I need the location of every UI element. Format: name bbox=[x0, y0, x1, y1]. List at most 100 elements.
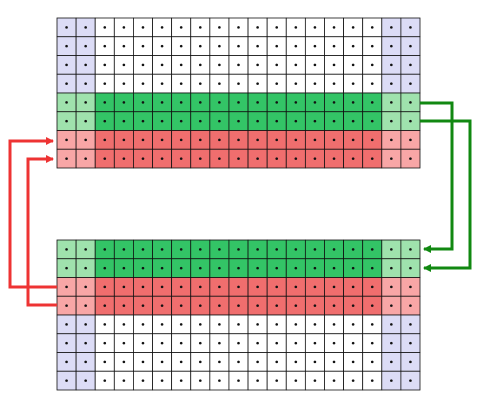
cell-dot bbox=[332, 379, 336, 382]
cell-dot bbox=[294, 82, 298, 85]
cell-dot bbox=[179, 63, 183, 67]
cell-dot bbox=[198, 379, 202, 382]
cell-dot bbox=[332, 266, 336, 270]
cell-dot bbox=[198, 138, 202, 142]
cell-dot bbox=[84, 248, 87, 251]
cell-dot bbox=[409, 285, 412, 289]
cell-dot bbox=[409, 26, 412, 29]
cell-dot bbox=[294, 304, 298, 307]
cell-dot bbox=[390, 248, 393, 251]
cell-dot bbox=[198, 304, 202, 307]
cell-dot bbox=[332, 63, 336, 67]
cell-dot bbox=[198, 119, 202, 123]
cell-dot bbox=[122, 304, 126, 307]
cell-dot bbox=[122, 157, 126, 160]
cell-dot bbox=[198, 26, 202, 29]
cell-dot bbox=[65, 248, 68, 251]
cell-dot bbox=[179, 26, 183, 29]
cell-dot bbox=[275, 157, 279, 160]
green-arrow bbox=[420, 101, 454, 253]
cell-dot bbox=[237, 360, 240, 364]
cell-dot bbox=[275, 138, 279, 142]
cell-dot bbox=[141, 26, 145, 29]
cell-dot bbox=[370, 379, 374, 382]
cell-dot bbox=[179, 44, 183, 48]
cell-dot bbox=[275, 285, 279, 289]
cell-dot bbox=[198, 63, 202, 67]
cell-dot bbox=[65, 138, 68, 142]
cell-dot bbox=[351, 341, 355, 345]
cell-dot bbox=[332, 360, 336, 364]
cell-dot bbox=[351, 26, 355, 29]
cell-dot bbox=[141, 379, 145, 382]
cell-dot bbox=[351, 248, 355, 251]
cell-dot bbox=[256, 82, 259, 85]
cell-dot bbox=[198, 285, 202, 289]
cell-dot bbox=[160, 323, 164, 326]
cell-dot bbox=[84, 26, 87, 29]
cell-dot bbox=[313, 82, 317, 85]
cell-dot bbox=[198, 341, 202, 345]
cell-dot bbox=[390, 157, 393, 160]
cell-dot bbox=[390, 138, 393, 142]
cell-dot bbox=[160, 379, 164, 382]
cell-dot bbox=[122, 360, 126, 364]
cell-dot bbox=[160, 285, 164, 289]
cell-dot bbox=[332, 26, 336, 29]
cell-dot bbox=[103, 304, 107, 307]
cell-dot bbox=[65, 82, 68, 85]
cell-dot bbox=[332, 285, 336, 289]
cell-dot bbox=[313, 63, 317, 67]
cell-dot bbox=[103, 119, 107, 123]
cell-dot bbox=[141, 248, 145, 251]
cell-dot bbox=[351, 101, 355, 104]
cell-dot bbox=[237, 285, 240, 289]
cell-dot bbox=[237, 266, 240, 270]
cell-dot bbox=[275, 266, 279, 270]
cell-dot bbox=[160, 26, 164, 29]
cell-dot bbox=[256, 285, 259, 289]
cell-dot bbox=[65, 341, 68, 345]
cell-dot bbox=[218, 138, 221, 142]
cell-dot bbox=[370, 341, 374, 345]
cell-dot bbox=[370, 26, 374, 29]
cell-dot bbox=[65, 266, 68, 270]
cell-dot bbox=[237, 379, 240, 382]
cell-dot bbox=[370, 266, 374, 270]
cell-dot bbox=[313, 248, 317, 251]
cell-dot bbox=[198, 157, 202, 160]
cell-dot bbox=[103, 341, 107, 345]
cell-dot bbox=[370, 304, 374, 307]
cell-dot bbox=[198, 82, 202, 85]
cell-dot bbox=[179, 138, 183, 142]
cell-dot bbox=[351, 360, 355, 364]
cell-dot bbox=[370, 248, 374, 251]
cell-dot bbox=[294, 101, 298, 104]
cell-dot bbox=[179, 341, 183, 345]
cell-dot bbox=[409, 266, 412, 270]
cell-dot bbox=[122, 44, 126, 48]
cell-dot bbox=[370, 285, 374, 289]
cell-dot bbox=[198, 266, 202, 270]
cell-dot bbox=[256, 379, 259, 382]
cell-dot bbox=[313, 360, 317, 364]
cell-dot bbox=[237, 341, 240, 345]
cell-dot bbox=[409, 119, 412, 123]
cell-dot bbox=[218, 82, 221, 85]
cell-dot bbox=[84, 360, 87, 364]
cell-dot bbox=[294, 138, 298, 142]
cell-dot bbox=[84, 285, 87, 289]
cell-dot bbox=[237, 26, 240, 29]
cell-dot bbox=[65, 63, 68, 67]
cell-dot bbox=[294, 323, 298, 326]
cell-dot bbox=[237, 248, 240, 251]
cell-dot bbox=[141, 285, 145, 289]
cell-dot bbox=[409, 44, 412, 48]
cell-dot bbox=[390, 360, 393, 364]
cell-dot bbox=[122, 285, 126, 289]
cell-dot bbox=[218, 323, 221, 326]
cell-dot bbox=[141, 44, 145, 48]
cell-dot bbox=[275, 248, 279, 251]
cell-dot bbox=[141, 304, 145, 307]
cell-dot bbox=[65, 26, 68, 29]
